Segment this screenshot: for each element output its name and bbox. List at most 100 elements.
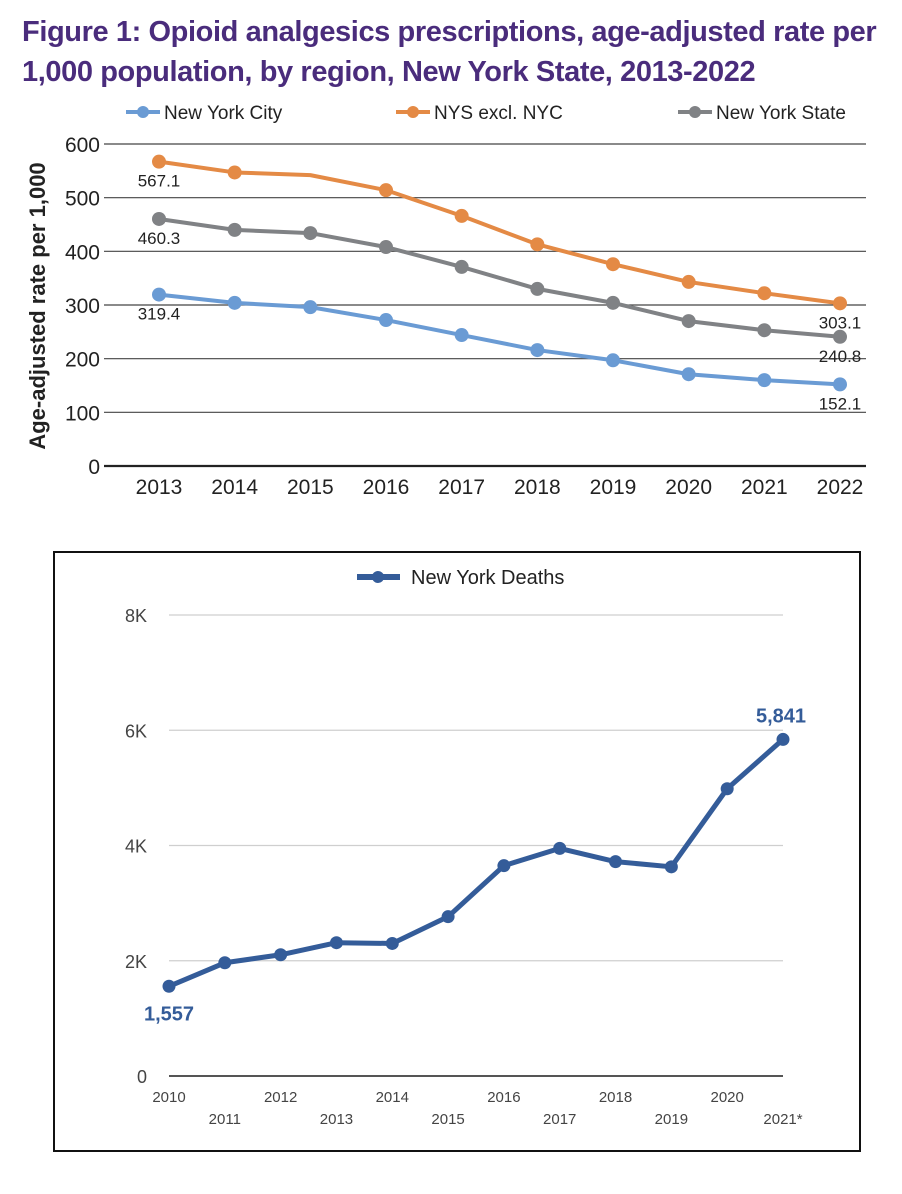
y-tick-label: 200	[65, 349, 100, 372]
x-tick-label: 2021*	[763, 1111, 802, 1128]
y-tick-label: 8K	[125, 606, 147, 626]
x-tick-label: 2015	[431, 1111, 464, 1128]
x-tick-label: 2013	[320, 1111, 353, 1128]
data-point	[152, 154, 166, 169]
x-tick-label: 2014	[211, 476, 258, 499]
data-point	[454, 328, 469, 343]
series-line	[158, 159, 841, 306]
data-point	[329, 936, 343, 950]
y-tick-label: 100	[65, 402, 100, 425]
y-tick-label: 0	[137, 1067, 147, 1087]
y-tick-label: 6K	[125, 721, 147, 741]
x-tick-label: 2015	[287, 476, 334, 499]
x-tick-label: 2018	[514, 476, 561, 499]
data-label: 5,841	[756, 705, 806, 727]
data-point	[757, 373, 772, 388]
data-point	[152, 287, 166, 302]
data-point	[681, 367, 696, 382]
x-tick-label: 2010	[152, 1089, 185, 1106]
data-label: 319.4	[138, 305, 181, 324]
y-tick-label: 500	[65, 188, 100, 211]
x-tick-label: 2017	[543, 1111, 576, 1128]
data-point	[530, 237, 545, 252]
data-point	[497, 859, 511, 873]
data-point	[833, 329, 847, 344]
data-point	[606, 295, 620, 310]
data-point	[664, 860, 678, 874]
data-point	[553, 841, 567, 855]
data-point	[530, 343, 545, 358]
y-tick-label: 4K	[125, 837, 147, 857]
data-point	[530, 281, 545, 296]
data-label: 1,557	[144, 1003, 194, 1025]
legend-label: New York City	[164, 103, 283, 124]
data-point	[609, 855, 623, 869]
x-tick-label: 2016	[487, 1089, 520, 1106]
legend-swatch-marker	[407, 106, 419, 118]
data-point	[757, 323, 772, 338]
y-tick-label: 300	[65, 295, 100, 318]
data-point	[227, 295, 242, 310]
data-point	[606, 257, 620, 272]
data-point	[227, 165, 242, 180]
series-line	[168, 737, 785, 989]
legend-swatch-marker	[372, 571, 384, 583]
x-tick-label: 2020	[710, 1089, 743, 1106]
chart-title: Figure 1: Opioid analgesics prescription…	[22, 16, 877, 88]
data-point	[218, 956, 232, 970]
data-point	[454, 259, 469, 274]
x-tick-label: 2019	[590, 476, 637, 499]
data-label: 303.1	[819, 313, 862, 332]
data-point	[227, 222, 242, 237]
series-line	[158, 216, 841, 339]
data-point	[162, 979, 176, 993]
y-axis-label: Age-adjusted rate per 1,000	[25, 162, 50, 449]
data-point	[606, 353, 620, 368]
x-tick-label: 2022	[817, 476, 864, 499]
data-point	[152, 211, 166, 226]
data-point	[681, 314, 696, 329]
data-label: 152.1	[819, 394, 862, 413]
data-label: 240.8	[819, 347, 862, 366]
data-point	[833, 377, 847, 392]
data-point	[303, 300, 318, 315]
y-tick-label: 400	[65, 241, 100, 264]
data-point	[454, 208, 469, 223]
y-tick-label: 0	[88, 456, 100, 479]
x-tick-label: 2013	[136, 476, 183, 499]
data-point	[681, 274, 696, 289]
x-tick-label: 2014	[376, 1089, 409, 1106]
data-point	[720, 782, 734, 796]
x-tick-label: 2017	[438, 476, 485, 499]
data-point	[757, 286, 772, 301]
legend-swatch-marker	[137, 106, 149, 118]
data-label: 567.1	[138, 172, 181, 191]
y-tick-label: 600	[65, 134, 100, 157]
data-label: 460.3	[138, 229, 181, 248]
deaths-chart-frame	[53, 551, 861, 1152]
data-point	[379, 240, 393, 255]
x-tick-label: 2016	[363, 476, 410, 499]
x-tick-label: 2012	[264, 1089, 297, 1106]
x-tick-label: 2018	[599, 1089, 632, 1106]
x-tick-label: 2011	[209, 1111, 241, 1128]
data-point	[379, 183, 393, 198]
series-line	[158, 292, 841, 387]
data-point	[274, 948, 288, 962]
x-tick-label: 2020	[665, 476, 712, 499]
data-point	[776, 732, 790, 746]
legend-label: NYS excl. NYC	[434, 103, 563, 124]
prescriptions-line-chart: 0 100 200 300 400 500 600 2013 2014 2015 2016 2017 2…	[25, 103, 866, 499]
legend-swatch-marker	[689, 106, 701, 118]
data-point	[441, 910, 455, 924]
data-point	[833, 296, 847, 311]
y-tick-label: 2K	[125, 952, 147, 972]
data-point	[385, 936, 399, 950]
data-point	[303, 226, 318, 241]
data-point	[379, 313, 393, 328]
legend-label: New York Deaths	[411, 567, 564, 589]
legend-label: New York State	[716, 103, 846, 124]
x-tick-label: 2021	[741, 476, 788, 499]
x-tick-label: 2019	[655, 1111, 688, 1128]
